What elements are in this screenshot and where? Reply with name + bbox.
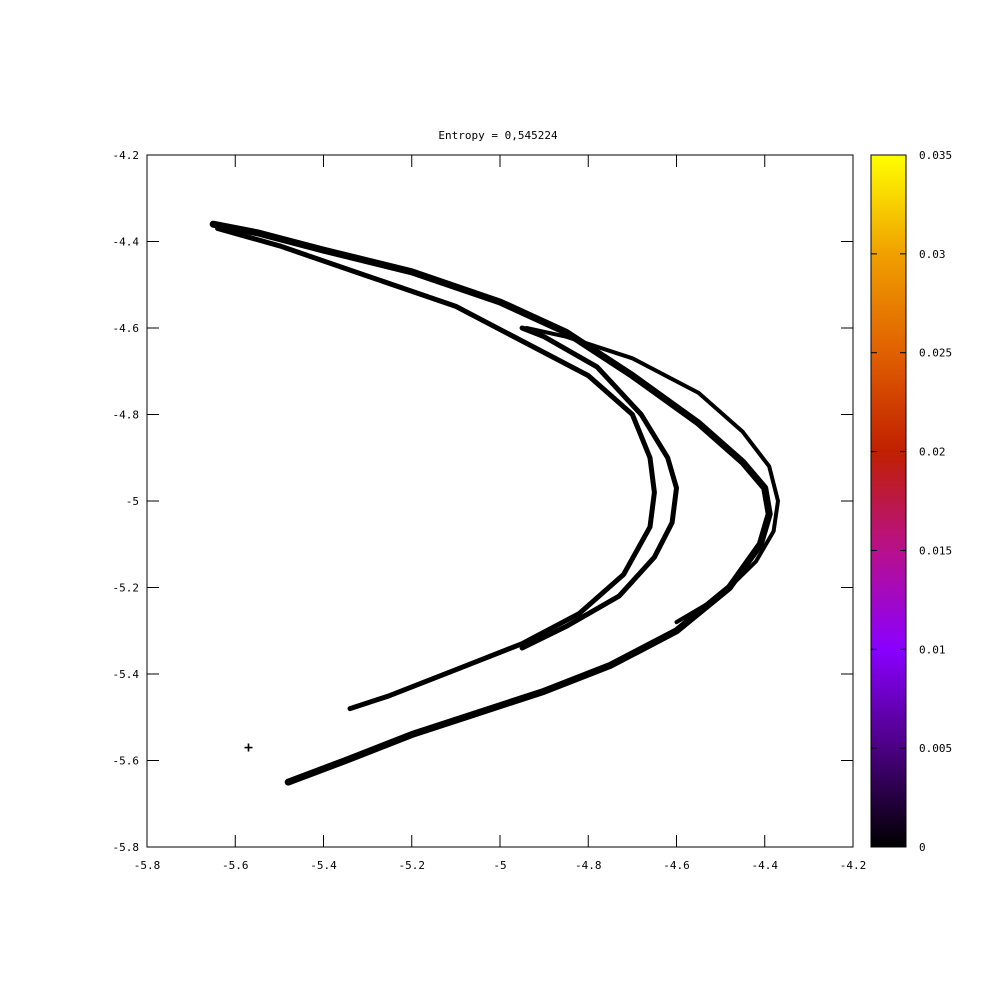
attractor-band-1 — [209, 220, 773, 786]
x-tick-label: -4.8 — [575, 859, 602, 872]
x-tick-label: -5.2 — [399, 859, 426, 872]
x-tick-label: -5.8 — [134, 859, 161, 872]
colorbar-tick-label: 0.015 — [919, 544, 952, 557]
plot-area — [209, 220, 780, 786]
colorbar-tick-label: 0.02 — [919, 446, 946, 459]
y-tick-label: -4.8 — [113, 409, 140, 422]
y-tick-label: -5.8 — [113, 841, 140, 854]
colorbar-tick-label: 0 — [919, 841, 926, 854]
x-tick-label: -5 — [493, 859, 506, 872]
colorbar-tick-label: 0.01 — [919, 643, 946, 656]
chart-title: Entropy = 0,545224 — [438, 129, 558, 142]
attractor-band-2 — [215, 226, 657, 712]
y-tick-label: -5.2 — [113, 582, 140, 595]
x-tick-label: -4.2 — [840, 859, 867, 872]
y-tick-label: -4.4 — [113, 236, 140, 249]
x-tick-label: -4.6 — [663, 859, 690, 872]
colorbar-tick-label: 0.03 — [919, 248, 946, 261]
y-axis: -4.2 -4.4 -4.6 -4.8 -5 -5.2 -5.4 -5.6 -5.8 — [113, 149, 853, 854]
attractor-band-4 — [524, 326, 780, 625]
y-tick-label: -5.6 — [113, 755, 140, 768]
y-tick-label: -5 — [126, 495, 139, 508]
colorbar — [870, 154, 907, 848]
attractor-band-3 — [519, 325, 679, 651]
x-tick-label: -4.4 — [752, 859, 779, 872]
x-tick-label: -5.6 — [222, 859, 249, 872]
x-tick-label: -5.4 — [310, 859, 337, 872]
colorbar-tick-label: 0.035 — [919, 149, 952, 162]
y-tick-label: -4.2 — [113, 149, 140, 162]
colorbar-tick-label: 0.025 — [919, 347, 952, 360]
x-axis: -5.8 -5.6 -5.4 -5.2 -5 -4.8 -4.6 -4.4 -4.2 — [134, 155, 867, 872]
colorbar-tick-label: 0.005 — [919, 742, 952, 755]
colorbar-ticks: 0 0.005 0.01 0.015 0.02 0.025 0.03 0.035 — [871, 149, 952, 854]
plot-frame — [146, 154, 854, 848]
y-tick-label: -5.4 — [113, 668, 140, 681]
y-tick-label: -4.6 — [113, 322, 140, 335]
outlier-point — [244, 743, 253, 752]
